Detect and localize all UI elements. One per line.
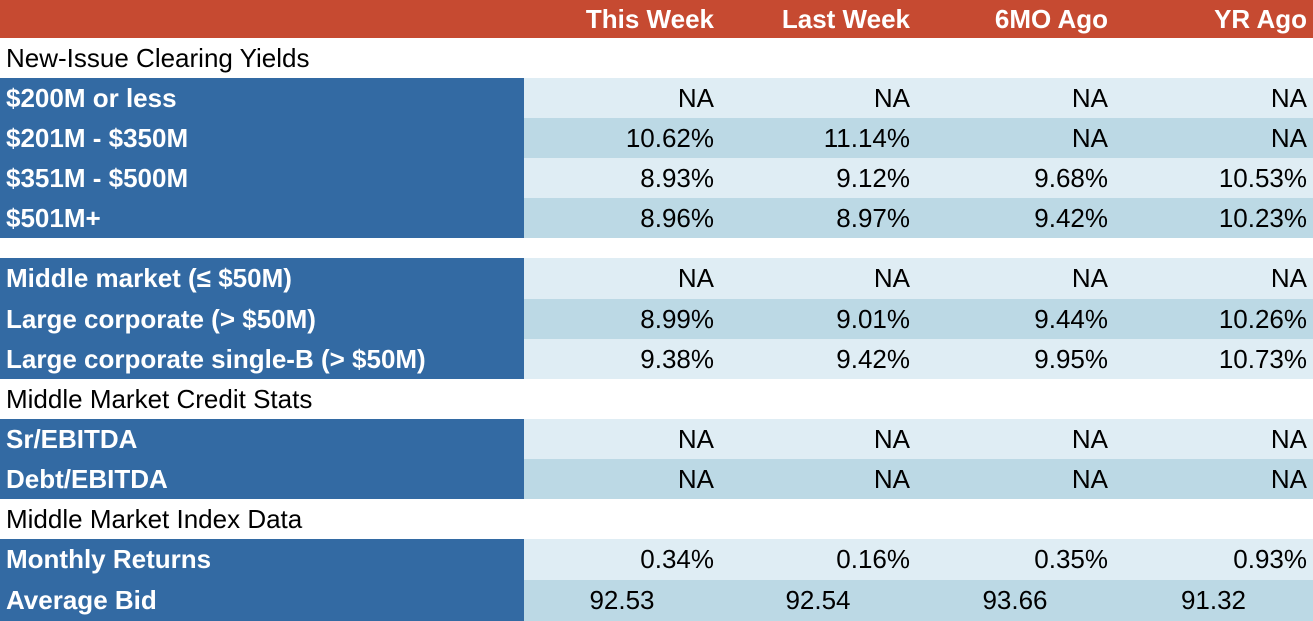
value-this-week: 0.34%	[524, 539, 720, 580]
row-label: Large corporate single-B (> $50M)	[0, 339, 524, 379]
row-label: $201M - $350M	[0, 118, 524, 158]
row-label: Average Bid	[0, 580, 524, 621]
table-row: Average Bid 92.53 92.54 93.66 91.32	[0, 580, 1313, 621]
value-last-week: 92.54	[720, 580, 916, 621]
row-label: Large corporate (> $50M)	[0, 299, 524, 339]
value-6mo-ago: NA	[916, 118, 1114, 158]
value-last-week: 9.42%	[720, 339, 916, 379]
value-6mo-ago: 0.35%	[916, 539, 1114, 580]
header-6mo-ago: 6MO Ago	[994, 3, 1108, 34]
value-this-week: 8.93%	[524, 158, 720, 198]
table-row: Sr/EBITDA NA NA NA NA	[0, 419, 1313, 459]
row-label: Debt/EBITDA	[0, 459, 524, 499]
value-yr-ago: NA	[1114, 258, 1313, 299]
value-6mo-ago: NA	[916, 419, 1114, 459]
row-label: Monthly Returns	[0, 539, 524, 580]
value-6mo-ago: 9.42%	[916, 198, 1114, 238]
row-label: Sr/EBITDA	[0, 419, 524, 459]
value-6mo-ago: 9.44%	[916, 299, 1114, 339]
table-row: Monthly Returns 0.34% 0.16% 0.35% 0.93%	[0, 539, 1313, 580]
value-yr-ago: NA	[1114, 459, 1313, 499]
value-yr-ago: 10.26%	[1114, 299, 1313, 339]
value-this-week: 9.38%	[524, 339, 720, 379]
value-last-week: 8.97%	[720, 198, 916, 238]
table-row: Large corporate (> $50M) 8.99% 9.01% 9.4…	[0, 299, 1313, 339]
value-last-week: NA	[720, 459, 916, 499]
value-this-week: 10.62%	[524, 118, 720, 158]
header-corner	[0, 0, 524, 38]
table-row: $501M+ 8.96% 8.97% 9.42% 10.23%	[0, 198, 1313, 238]
table-row: Middle market (≤ $50M) NA NA NA NA	[0, 258, 1313, 299]
value-last-week: 11.14%	[720, 118, 916, 158]
section-title-row: Middle Market Index Data	[0, 499, 1313, 539]
header-row: This Week Last Week 6MO Ago YR Ago	[0, 0, 1313, 38]
row-label: Middle market (≤ $50M)	[0, 258, 524, 299]
value-6mo-ago: NA	[916, 78, 1114, 118]
value-last-week: NA	[720, 78, 916, 118]
table-row: Large corporate single-B (> $50M) 9.38% …	[0, 339, 1313, 379]
value-this-week: NA	[524, 78, 720, 118]
section-title-new-issue-clearing-yields: New-Issue Clearing Yields	[6, 42, 310, 73]
value-last-week: 9.12%	[720, 158, 916, 198]
section-title-row: New-Issue Clearing Yields	[0, 38, 1313, 78]
row-label: $200M or less	[0, 78, 524, 118]
value-yr-ago: 91.32	[1114, 580, 1313, 621]
value-last-week: NA	[720, 419, 916, 459]
value-this-week: NA	[524, 258, 720, 299]
row-label: $501M+	[0, 198, 524, 238]
header-this-week: This Week	[585, 3, 714, 34]
table-row: $201M - $350M 10.62% 11.14% NA NA	[0, 118, 1313, 158]
header-last-week: Last Week	[781, 3, 910, 34]
table-row: Debt/EBITDA NA NA NA NA	[0, 459, 1313, 499]
value-this-week: 8.96%	[524, 198, 720, 238]
value-yr-ago: 10.73%	[1114, 339, 1313, 379]
value-yr-ago: 10.53%	[1114, 158, 1313, 198]
value-6mo-ago: 9.68%	[916, 158, 1114, 198]
section-title-middle-market-index-data: Middle Market Index Data	[6, 503, 303, 534]
value-last-week: NA	[720, 258, 916, 299]
section-title-middle-market-credit-stats: Middle Market Credit Stats	[6, 383, 313, 414]
value-6mo-ago: NA	[916, 258, 1114, 299]
value-yr-ago: NA	[1114, 118, 1313, 158]
section-title-row: Middle Market Credit Stats	[0, 379, 1313, 419]
value-this-week: 92.53	[524, 580, 720, 621]
value-this-week: 8.99%	[524, 299, 720, 339]
value-this-week: NA	[524, 419, 720, 459]
value-last-week: 9.01%	[720, 299, 916, 339]
table-row: $200M or less NA NA NA NA	[0, 78, 1313, 118]
table-row: $351M - $500M 8.93% 9.12% 9.68% 10.53%	[0, 158, 1313, 198]
value-yr-ago: 0.93%	[1114, 539, 1313, 580]
header-yr-ago: YR Ago	[1214, 3, 1307, 34]
value-yr-ago: 10.23%	[1114, 198, 1313, 238]
value-6mo-ago: 9.95%	[916, 339, 1114, 379]
value-6mo-ago: 93.66	[916, 580, 1114, 621]
value-last-week: 0.16%	[720, 539, 916, 580]
row-label: $351M - $500M	[0, 158, 524, 198]
value-this-week: NA	[524, 459, 720, 499]
value-6mo-ago: NA	[916, 459, 1114, 499]
value-yr-ago: NA	[1114, 78, 1313, 118]
value-yr-ago: NA	[1114, 419, 1313, 459]
